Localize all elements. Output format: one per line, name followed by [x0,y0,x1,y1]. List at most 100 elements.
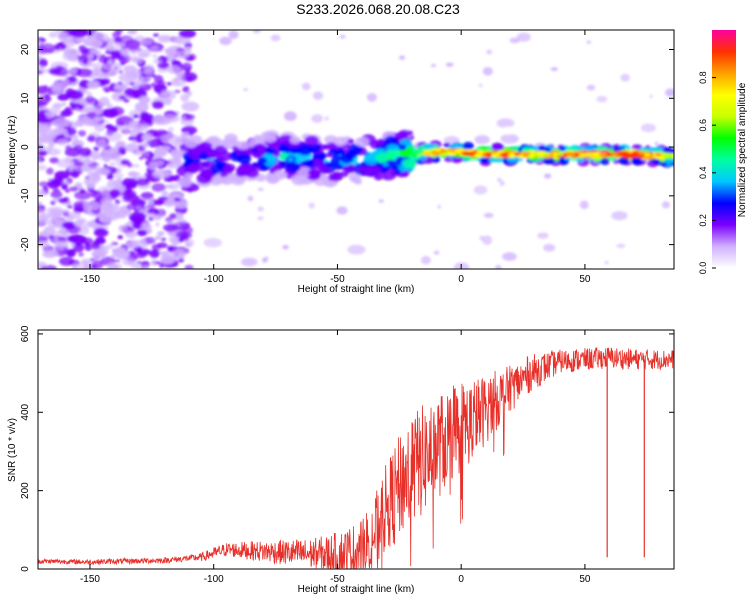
spectrogram-ridge-cell [444,143,451,148]
spectrogram-noise-cell [140,191,154,200]
spectrogram-ridge-cell [273,151,281,157]
spectrogram-noise-cell [72,159,79,163]
spectrogram-ridge-cell [462,141,475,151]
spectrogram-noise-cell [151,183,167,192]
spectrogram-noise-cell [127,171,138,177]
colorbar-scale [712,30,736,268]
spectrogram-x-tick-label: -150 [80,274,100,285]
spectrogram-noise-cell [58,256,75,266]
spectrogram-noise-cell [203,238,223,248]
spectrogram-ridge-cell [418,154,428,161]
spectrogram-noise-cell [79,188,86,194]
spectrogram-noise-cell [243,87,248,92]
spectrogram-noise-cell [38,55,42,61]
spectrogram-noise-cell [147,207,159,214]
spectrogram-ridge-cell [386,149,399,158]
spectrogram-noise-cell [169,182,180,191]
spectrogram-noise-cell [168,236,179,243]
spectrogram-noise-cell [38,261,47,269]
spectrogram-ridge-cell [196,172,213,184]
spectrogram-noise-cell [152,54,158,58]
spectrogram-noise-cell [67,127,77,136]
spectrogram-noise-cell [87,171,101,179]
spectrogram-noise-cell [43,134,54,142]
spectrogram-noise-cell [308,202,315,209]
spectrogram-noise-cell [103,163,108,168]
spectrogram-ridge-cell [289,135,301,144]
spectrogram-ridge-cell [216,151,232,162]
spectrogram-noise-cell [430,63,437,68]
spectrogram-noise-cell [47,143,54,150]
spectrogram-noise-cell [496,118,515,128]
spectrogram-core-cell [500,152,510,158]
spectrogram-noise-cell [84,242,89,246]
spectrogram-noise-cell [312,91,324,100]
spectrogram-noise-cell [154,235,162,240]
spectrogram-noise-cell [127,30,138,35]
spectrogram-y-tick-label: -10 [20,188,31,203]
spectrogram-noise-cell [100,197,113,208]
snr-panel: -150 -100 -50 0 50 0 200 400 600 Height of stra… [7,325,675,595]
spectrogram-noise-cell [120,159,130,166]
spectrogram-core-cell [569,153,576,157]
spectrogram-noise-cell [347,244,366,255]
spectrogram-ridge-cell [321,144,330,150]
spectrogram-noise-cell [99,208,109,214]
spectrogram-core-cell [446,151,457,156]
spectrogram-noise-cell [124,209,132,216]
spectrogram-noise-cell [124,230,138,239]
spectrogram-noise-cell [105,43,115,51]
spectrogram-noise-cell [147,200,154,206]
snr-series-line [38,347,674,569]
spectrogram-ridge-cell [231,146,239,151]
spectrogram-ridge-cell [266,174,280,184]
colorbar-label: Normalized spectral amplitude [737,82,748,217]
spectrogram-noise-cell [70,242,76,248]
spectrogram-ridge-cell [236,153,252,164]
spectrogram-noise-cell [526,82,541,91]
spectrogram-noise-cell [498,235,504,240]
spectrogram-noise-cell [66,235,79,243]
spectrogram-noise-cell [282,244,289,250]
spectrogram-core-cell [664,154,672,159]
spectrogram-noise-cell [68,186,79,192]
spectrogram-noise-cell [75,242,81,247]
spectrogram-noise-cell [104,62,123,72]
spectrogram-noise-cell [173,35,191,45]
spectrogram-ridge-cell [296,166,312,178]
spectrogram-noise-cell [554,237,567,247]
spectrogram-ridge-cell [198,141,213,152]
spectrogram-core-cell [637,151,646,156]
spectrogram-ridge-cell [479,158,487,163]
spectrogram-noise-cell [47,235,55,239]
spectrogram-ridge-cell [398,129,410,138]
spectrogram-noise-cell [125,39,141,50]
spectrogram-noise-cell [118,146,127,154]
spectrogram-ridge-cell [343,164,357,174]
spectrogram-noise-cell [311,114,323,123]
spectrogram-noise-cell [105,244,114,250]
snr-dropouts [606,357,645,558]
spectrogram-noise-cell [72,242,85,253]
spectrogram-ridge-cell [215,161,227,170]
spectrogram-noise-cell [38,164,47,171]
spectrogram-noise-cell [64,189,70,193]
spectrogram-noise-cell [71,172,80,178]
spectrogram-noise-cell [61,78,70,86]
spectrogram-noise-cell [620,73,630,82]
spectrogram-noise-cell [185,114,195,121]
spectrogram-noise-cell [301,82,311,91]
spectrogram-noise-cell [40,240,50,248]
spectrogram-noise-cell [141,142,149,148]
spectrogram-noise-cell [117,235,124,240]
spectrogram-noise-cell [661,201,671,209]
spectrogram-ridge-cell [512,156,520,162]
spectrogram-noise-cell [154,129,168,137]
spectrogram-noise-cell [40,38,46,43]
spectrogram-core-cell [528,153,535,159]
spectrogram-noise-cell [62,52,81,62]
spectrogram-noise-cell [522,54,535,63]
spectrogram-noise-cell [433,250,440,255]
spectrogram-ridge-cell [252,162,258,167]
